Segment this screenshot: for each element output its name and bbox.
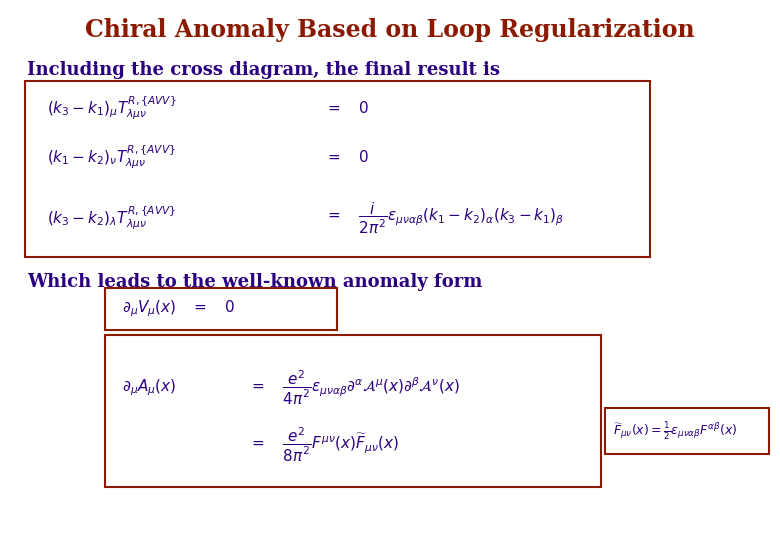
Text: $(k_3 - k_1)_\mu T^{R,\{AVV\}}_{\lambda\mu\nu}$: $(k_3 - k_1)_\mu T^{R,\{AVV\}}_{\lambda\… [48, 94, 177, 122]
Text: $(k_1 - k_2)_\nu T^{R,\{AVV\}}_{\lambda\mu\nu}$: $(k_1 - k_2)_\nu T^{R,\{AVV\}}_{\lambda\… [48, 143, 176, 171]
Text: Which leads to the well-known anomaly form: Which leads to the well-known anomaly fo… [27, 273, 483, 291]
Text: $= \quad 0$: $= \quad 0$ [325, 100, 370, 116]
Text: $\partial_\mu A_\mu(x)$: $\partial_\mu A_\mu(x)$ [122, 377, 176, 399]
Text: Including the cross diagram, the final result is: Including the cross diagram, the final r… [27, 61, 501, 79]
Text: $= \quad 0$: $= \quad 0$ [325, 149, 370, 165]
Text: Chiral Anomaly Based on Loop Regularization: Chiral Anomaly Based on Loop Regularizat… [85, 18, 695, 42]
FancyBboxPatch shape [26, 81, 651, 257]
Text: $= \quad \dfrac{i}{2\pi^2}\epsilon_{\mu\nu\alpha\beta}(k_1-k_2)_\alpha(k_3-k_1)_: $= \quad \dfrac{i}{2\pi^2}\epsilon_{\mu\… [325, 200, 565, 236]
Text: $(k_3 - k_2)_\lambda T^{R,\{AVV\}}_{\lambda\mu\nu}$: $(k_3 - k_2)_\lambda T^{R,\{AVV\}}_{\lam… [48, 204, 176, 232]
Text: $= \quad \dfrac{e^2}{4\pi^2}\epsilon_{\mu\nu\alpha\beta}\partial^\alpha \mathcal: $= \quad \dfrac{e^2}{4\pi^2}\epsilon_{\m… [249, 369, 460, 407]
Text: $\partial_\mu V_\mu(x) \quad = \quad 0$: $\partial_\mu V_\mu(x) \quad = \quad 0$ [122, 299, 235, 319]
FancyBboxPatch shape [604, 408, 770, 454]
Text: $\widetilde{F}_{\mu\nu}(x) = \frac{1}{2}\epsilon_{\mu\nu\alpha\beta}F^{\alpha\be: $\widetilde{F}_{\mu\nu}(x) = \frac{1}{2}… [612, 420, 737, 442]
FancyBboxPatch shape [105, 335, 601, 487]
FancyBboxPatch shape [105, 288, 337, 330]
Text: $= \quad \dfrac{e^2}{8\pi^2}F^{\mu\nu}(x)\widetilde{F}_{\mu\nu}(x)$: $= \quad \dfrac{e^2}{8\pi^2}F^{\mu\nu}(x… [249, 426, 399, 464]
